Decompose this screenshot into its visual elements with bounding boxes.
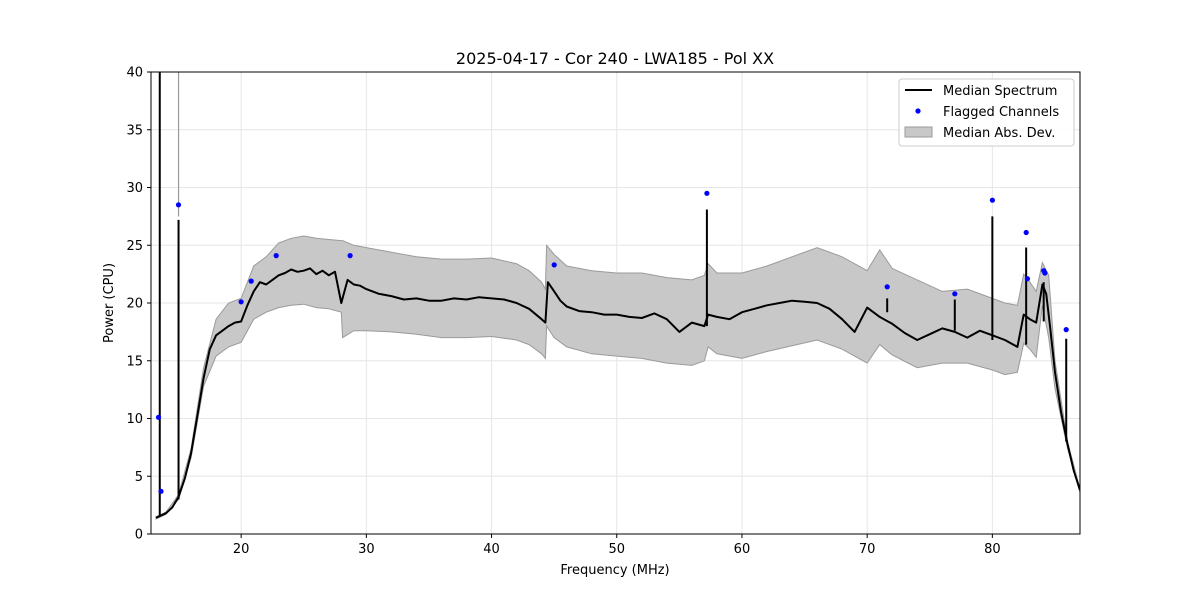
flagged-channel-point (884, 284, 890, 290)
spike-layer (158, 72, 1068, 517)
y-tick-label: 5 (135, 470, 143, 485)
flagged-channel-point (238, 299, 244, 305)
median-line-layer (155, 267, 1080, 519)
legend-label-median-spectrum: Median Spectrum (943, 84, 1057, 99)
x-tick-label: 80 (984, 542, 1001, 557)
y-tick-label: 0 (135, 528, 143, 543)
flagged-channel-point (704, 190, 710, 196)
flagged-channel-point (347, 253, 353, 259)
legend-frame (898, 78, 1075, 147)
x-tick-label: 70 (859, 542, 876, 557)
flagged-channel-point (1024, 276, 1030, 282)
flagged-points-layer (155, 190, 1069, 494)
legend-label-median-abs-dev: Median Abs. Dev. (943, 126, 1055, 141)
flagged-channel-point (158, 488, 164, 494)
flagged-channel-point (952, 291, 958, 297)
y-tick-label: 15 (126, 354, 143, 369)
chart-title: 2025-04-17 - Cor 240 - LWA185 - Pol XX (456, 49, 774, 68)
median-spectrum-line (155, 267, 1080, 519)
x-tick-label: 50 (608, 542, 625, 557)
x-axis-ticks: 20 30 40 50 60 70 80 (233, 534, 1001, 557)
y-tick-label: 10 (126, 412, 143, 427)
y-axis-title: Power (CPU) (102, 263, 117, 343)
mad-band-layer (155, 235, 1080, 520)
y-tick-label: 35 (126, 123, 143, 138)
flagged-channel-point (551, 262, 557, 268)
legend: Median Spectrum Flagged Channels Median … (898, 78, 1075, 147)
flagged-channel-point (273, 253, 279, 259)
y-tick-label: 25 (126, 239, 143, 254)
legend-flagged-swatch (915, 108, 921, 114)
flagged-channel-point (155, 414, 162, 420)
flagged-channel-point (989, 197, 996, 203)
flagged-channel-point (1042, 270, 1048, 276)
x-tick-label: 20 (233, 542, 250, 557)
y-tick-label: 30 (126, 181, 143, 196)
flagged-channel-point (248, 278, 254, 284)
x-tick-label: 60 (734, 542, 751, 557)
x-tick-label: 40 (483, 542, 500, 557)
mad-band (155, 235, 1080, 520)
x-tick-label: 30 (358, 542, 375, 557)
y-tick-label: 40 (126, 66, 143, 81)
flagged-channel-point (1023, 229, 1029, 236)
legend-mad-swatch (904, 126, 933, 138)
y-tick-label: 20 (126, 297, 143, 312)
flagged-channel-point (175, 202, 182, 208)
flagged-channel-point (1063, 327, 1069, 333)
legend-label-flagged-channels: Flagged Channels (943, 105, 1059, 120)
y-axis-ticks: 0 5 10 15 20 25 30 35 40 (126, 66, 151, 543)
x-axis-title: Frequency (MHz) (560, 563, 669, 578)
